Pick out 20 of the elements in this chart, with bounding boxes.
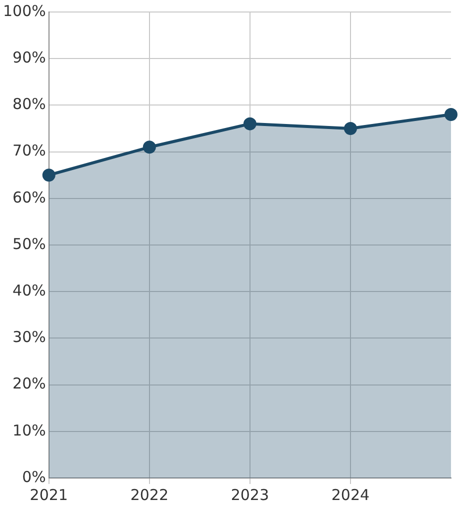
y-tick-label: 30% bbox=[12, 328, 46, 346]
x-tick-label: 2022 bbox=[130, 486, 169, 504]
y-tick-label: 90% bbox=[12, 48, 46, 66]
point bbox=[243, 117, 256, 130]
y-tick-label: 60% bbox=[12, 188, 46, 206]
y-tick-label: 40% bbox=[12, 281, 46, 300]
y-tick-label: 0% bbox=[22, 468, 46, 486]
y-tick-label: 70% bbox=[12, 142, 46, 160]
y-tick-label: 20% bbox=[12, 374, 46, 393]
y-tick-label: 80% bbox=[12, 95, 46, 114]
y-tick-label: 10% bbox=[12, 421, 46, 440]
point bbox=[42, 168, 56, 182]
x-tick-label: 2021 bbox=[30, 486, 68, 504]
y-tick-label: 100% bbox=[2, 2, 46, 20]
point bbox=[444, 108, 458, 122]
point bbox=[344, 122, 357, 135]
x-tick-label: 2023 bbox=[230, 486, 270, 504]
y-tick-label: 50% bbox=[12, 234, 46, 253]
point bbox=[142, 140, 156, 154]
x-tick-label: 2024 bbox=[331, 486, 370, 504]
